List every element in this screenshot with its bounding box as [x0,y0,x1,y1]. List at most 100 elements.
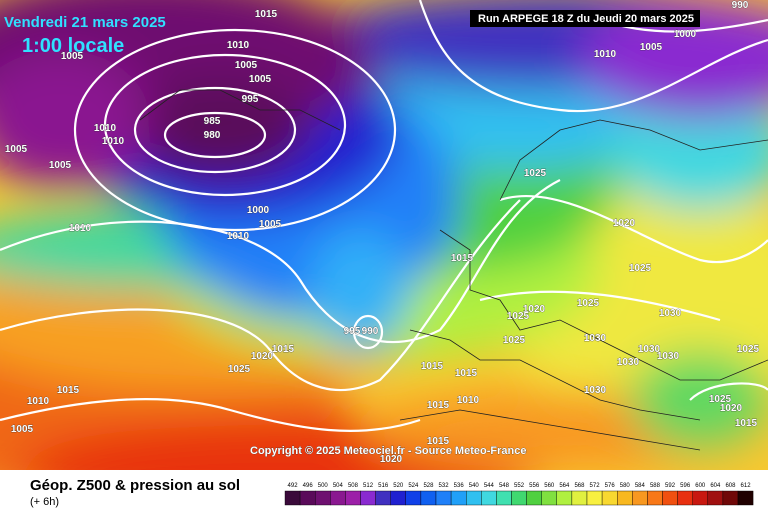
scale-cell [571,490,588,506]
forecast-date: Vendredi 21 mars 2025 [4,14,166,31]
isobar-label: 1000 [674,29,697,40]
scale-label: 536 [454,483,465,489]
scale-label: 516 [378,483,389,489]
scale-cell [647,490,663,506]
isobar-label: 1025 [503,335,526,346]
scale-cell [284,490,301,506]
scale-cell [315,490,331,506]
scale-cell [617,490,633,506]
isobar-label: 1025 [629,263,652,274]
isobar-label: 1015 [272,344,295,355]
isobar-label: 1005 [49,160,72,171]
isobar-label: 1010 [27,396,50,407]
scale-label: 512 [363,483,374,489]
scale-cell [375,490,391,506]
isobar-label: 1015 [735,418,758,429]
isobar-label: 1010 [227,231,250,242]
scale-label: 600 [695,483,706,489]
scale-cell [330,490,346,506]
isobar-label: 1000 [247,205,270,216]
scale-label: 492 [288,483,299,489]
scale-label: 556 [529,483,540,489]
scale-label: 508 [348,483,359,489]
isobar-label: 1015 [255,9,278,20]
scale-label: 588 [650,483,661,489]
run-box [470,10,700,27]
footer-subtitle: (+ 6h) [30,496,59,508]
isobar-label: 1010 [227,40,250,51]
isobar-labels: 1015 1010 1005 1005 1005 995 985 980 1010 1010 100… [5,0,760,465]
isobar-label: 980 [204,130,221,141]
scale-cell [405,490,422,506]
scale-label: 544 [484,483,495,489]
scale-label: 584 [635,483,646,489]
scale-label: 568 [574,483,585,489]
scale-label: 552 [514,483,525,489]
isobar-label: 1015 [421,361,444,372]
scale-cell [390,490,407,506]
isobar-label: 1015 [427,436,450,447]
local-time: 1:00 locale [22,35,124,57]
scale-label: 580 [620,483,631,489]
isobar-label: 1010 [594,49,617,60]
isobar-label: 1030 [657,351,680,362]
isobar-label: 1015 [427,400,450,411]
scale-cell [511,490,527,506]
coastlines [139,89,768,451]
isobar-label: 1010 [457,395,480,406]
scale-label: 540 [469,483,480,489]
isobar-label: 995 [242,94,259,105]
isobar-label: 1005 [640,42,663,53]
scale-label: 520 [393,483,404,489]
isobar-label: 990 [362,326,379,337]
scale-cell [556,490,573,506]
scale-label: 524 [408,483,419,489]
scale-label: 532 [439,483,450,489]
isobar-label: 1025 [507,311,530,322]
isobar-label: 1015 [57,385,80,396]
isobar-label: 1005 [11,424,34,435]
isobar-label: 1030 [584,333,607,344]
isobar-label: 1025 [737,344,760,355]
isobar-label: 1030 [617,357,640,368]
isobar-label: 1005 [235,60,258,71]
scale-label: 592 [665,483,676,489]
scale-label: 604 [710,483,721,489]
isobar-label: 1020 [613,218,636,229]
scale-cell [601,490,618,506]
scale-cell [677,490,693,506]
isobar-label: 1005 [259,219,282,230]
isobar-label: 1005 [5,144,28,155]
scale-cell [586,490,603,506]
scale-cell [345,490,361,506]
scale-cell [450,490,467,506]
isobar-label: 1020 [380,454,403,465]
scale-cell [420,490,437,506]
run-info: Run ARPEGE 18 Z du Jeudi 20 mars 2025 [478,13,694,25]
isobar-label: 990 [732,0,749,11]
isobar-label: 985 [204,116,221,127]
scale-cell [632,490,648,506]
isobar-label: 1025 [709,394,732,405]
scale-cell [722,490,739,506]
isobar-label: 1025 [228,364,251,375]
scale-label: 572 [590,483,601,489]
isobar-label: 1025 [524,168,547,179]
scale-label: 528 [423,483,434,489]
color-scale: 492 496 500 504 508 512 516 520 524 528 532 536 540 5… [284,483,754,506]
scale-label: 596 [680,483,691,489]
isobars [0,0,768,432]
scale-cell [662,490,678,506]
isobar-label: 1010 [94,123,117,134]
isobar-label: 1015 [455,368,478,379]
isobar-label: 1010 [69,223,92,234]
footer-title: Géop. Z500 & pression au sol [30,477,240,494]
scale-label: 564 [559,483,570,489]
isobar-label: 1030 [659,308,682,319]
isobar-label: 1015 [451,253,474,264]
scale-label: 548 [499,483,510,489]
scale-cell [541,490,558,506]
scale-cell [435,490,452,506]
